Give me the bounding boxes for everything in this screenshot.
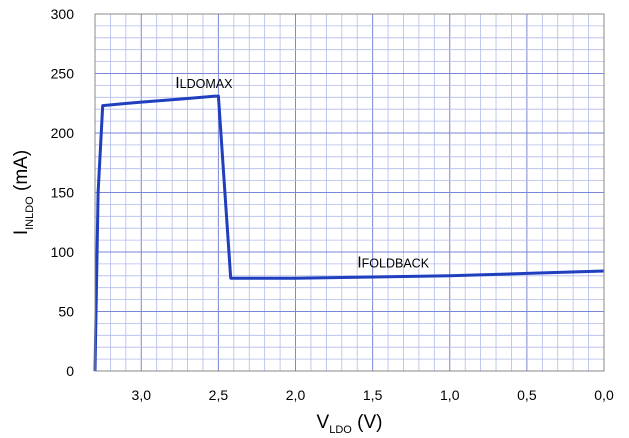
x-tick-label: 0,5	[517, 387, 537, 403]
y-tick-label: 50	[58, 304, 74, 320]
tick-labels: 3,0 2,5 2,0 1,5 1,0 0,5 0,0 0 50 100 150 200 250 300	[51, 6, 614, 403]
x-tick-label: 2,5	[209, 387, 229, 403]
plot-area-frame	[94, 13, 605, 372]
annotations: ILDOMAX IFOLDBACK	[175, 75, 429, 272]
x-tick-label: 3,0	[132, 387, 152, 403]
x-axis-title: VLDO (V)	[317, 412, 383, 436]
x-tick-label: 1,0	[440, 387, 460, 403]
grid-lines	[94, 13, 605, 372]
y-tick-label: 300	[51, 6, 75, 22]
curve-annotation: IFOLDBACK	[357, 254, 429, 271]
y-tick-label: 0	[66, 363, 74, 379]
y-axis-title: IINLDO (mA)	[11, 150, 36, 235]
y-tick-label: 250	[51, 66, 75, 82]
x-tick-label: 1,5	[363, 387, 383, 403]
y-tick-label: 100	[51, 244, 75, 260]
series-line	[93, 94, 605, 372]
y-tick-label: 200	[51, 125, 75, 141]
x-tick-label: 2,0	[286, 387, 306, 403]
curve-annotation: ILDOMAX	[175, 75, 233, 92]
y-tick-label: 150	[51, 185, 75, 201]
data-series	[93, 94, 605, 372]
x-tick-label: 0,0	[594, 387, 614, 403]
